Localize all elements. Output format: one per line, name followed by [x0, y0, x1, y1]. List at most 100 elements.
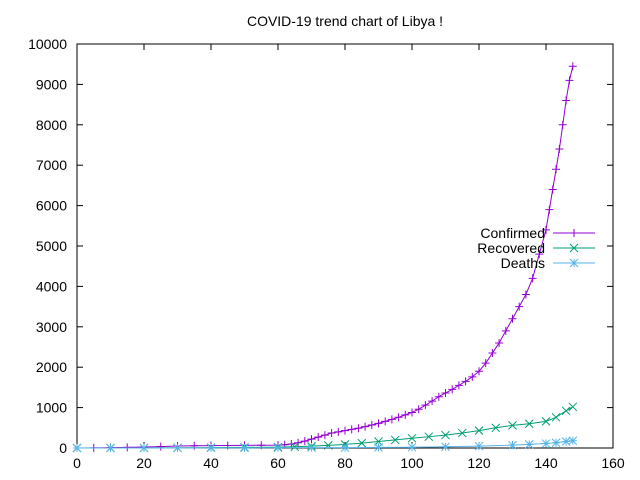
data-point-recovered: [390, 435, 400, 445]
data-point-confirmed: [408, 408, 416, 417]
data-point-confirmed: [454, 381, 463, 390]
data-point-deaths: [561, 437, 571, 446]
data-point-confirmed: [394, 413, 403, 422]
data-point-confirmed: [381, 417, 390, 426]
data-point-confirmed: [565, 76, 574, 85]
data-point-recovered: [457, 428, 467, 438]
y-tick-label: 5000: [36, 238, 67, 254]
series-deaths: [72, 436, 578, 453]
data-point-confirmed: [488, 349, 497, 358]
data-point-deaths: [72, 443, 82, 453]
data-point-confirmed: [508, 314, 517, 323]
data-point-recovered: [424, 432, 434, 442]
data-point-deaths: [240, 443, 249, 453]
data-point-confirmed: [528, 274, 537, 283]
data-point-recovered: [474, 426, 484, 435]
data-point-confirmed: [367, 420, 376, 429]
chart-title: COVID-19 trend chart of Libya !: [247, 13, 443, 29]
data-point-confirmed: [347, 425, 356, 434]
data-point-recovered: [524, 419, 534, 429]
data-point-deaths: [551, 438, 561, 448]
series-recovered: [72, 402, 578, 453]
legend-marker-deaths: [569, 258, 579, 268]
legend-label-recovered: Recovered: [477, 240, 545, 256]
legend-item-deaths: Deaths: [501, 255, 595, 271]
legend-item-confirmed: Confirmed: [480, 225, 595, 241]
data-point-confirmed: [354, 424, 363, 433]
data-point-confirmed: [387, 415, 396, 424]
data-point-confirmed: [521, 290, 530, 299]
data-point-deaths: [374, 443, 383, 452]
data-point-deaths: [441, 442, 450, 452]
data-point-confirmed: [401, 410, 410, 419]
data-point-confirmed: [341, 426, 349, 435]
data-point-confirmed: [190, 441, 199, 450]
data-point-recovered: [561, 406, 571, 416]
y-tick-label: 0: [59, 440, 67, 456]
data-point-deaths: [273, 443, 283, 453]
data-point-confirmed: [542, 225, 550, 234]
data-point-confirmed: [314, 433, 323, 442]
y-tick-label: 3000: [36, 319, 67, 335]
x-tick-label: 100: [400, 455, 424, 471]
data-point-confirmed: [361, 422, 370, 431]
data-point-confirmed: [501, 326, 510, 335]
data-point-recovered: [541, 416, 551, 426]
legend-marker-confirmed: [570, 229, 578, 237]
y-tick-label: 7000: [36, 157, 67, 173]
data-point-recovered: [551, 412, 561, 422]
data-point-deaths: [508, 440, 517, 450]
data-point-confirmed: [562, 96, 571, 105]
data-point-confirmed: [334, 427, 343, 436]
data-point-confirmed: [327, 429, 336, 438]
data-point-confirmed: [468, 372, 477, 381]
plot-series: [72, 62, 578, 453]
data-point-deaths: [407, 442, 417, 452]
series-line-confirmed: [76, 66, 574, 449]
data-point-confirmed: [428, 397, 437, 406]
data-point-confirmed: [552, 165, 561, 174]
data-point-deaths: [568, 436, 578, 446]
data-point-confirmed: [535, 250, 544, 259]
data-point-recovered: [491, 423, 501, 433]
data-point-recovered: [441, 430, 450, 440]
data-point-confirmed: [320, 431, 329, 440]
y-tick-label: 8000: [36, 117, 67, 133]
y-tick-label: 4000: [36, 278, 67, 294]
data-point-confirmed: [481, 359, 490, 368]
data-point-confirmed: [300, 437, 309, 446]
legend-label-deaths: Deaths: [501, 255, 545, 271]
legend-item-recovered: Recovered: [477, 240, 595, 256]
data-point-confirmed: [374, 419, 383, 428]
data-point-confirmed: [448, 385, 457, 394]
data-point-deaths: [524, 440, 534, 449]
y-tick-label: 9000: [36, 76, 67, 92]
data-point-confirmed: [441, 389, 450, 398]
data-point-recovered: [407, 433, 417, 443]
x-tick-label: 20: [136, 455, 152, 471]
x-tick-label: 80: [337, 455, 353, 471]
data-point-confirmed: [558, 120, 567, 129]
legend-marker-recovered: [569, 243, 579, 253]
x-tick-label: 140: [534, 455, 558, 471]
data-point-confirmed: [414, 405, 423, 414]
y-tick-label: 6000: [36, 198, 67, 214]
data-point-deaths: [106, 443, 115, 453]
data-point-confirmed: [434, 392, 443, 401]
data-point-recovered: [357, 438, 367, 448]
y-tick-label: 10000: [28, 36, 67, 52]
x-tick-label: 160: [601, 455, 625, 471]
y-tick-label: 1000: [36, 400, 67, 416]
axes: 0 20 40 60 80 100 120 140 160 0 1000 2000 3000 4000 50…: [28, 36, 625, 471]
data-point-confirmed: [461, 377, 470, 386]
legend-label-confirmed: Confirmed: [480, 225, 545, 241]
data-point-recovered: [508, 421, 517, 430]
data-point-confirmed: [156, 442, 165, 451]
y-tick-label: 2000: [36, 359, 67, 375]
x-tick-label: 60: [270, 455, 286, 471]
x-tick-label: 120: [467, 455, 491, 471]
data-point-deaths: [139, 443, 149, 453]
data-point-confirmed: [548, 185, 557, 194]
